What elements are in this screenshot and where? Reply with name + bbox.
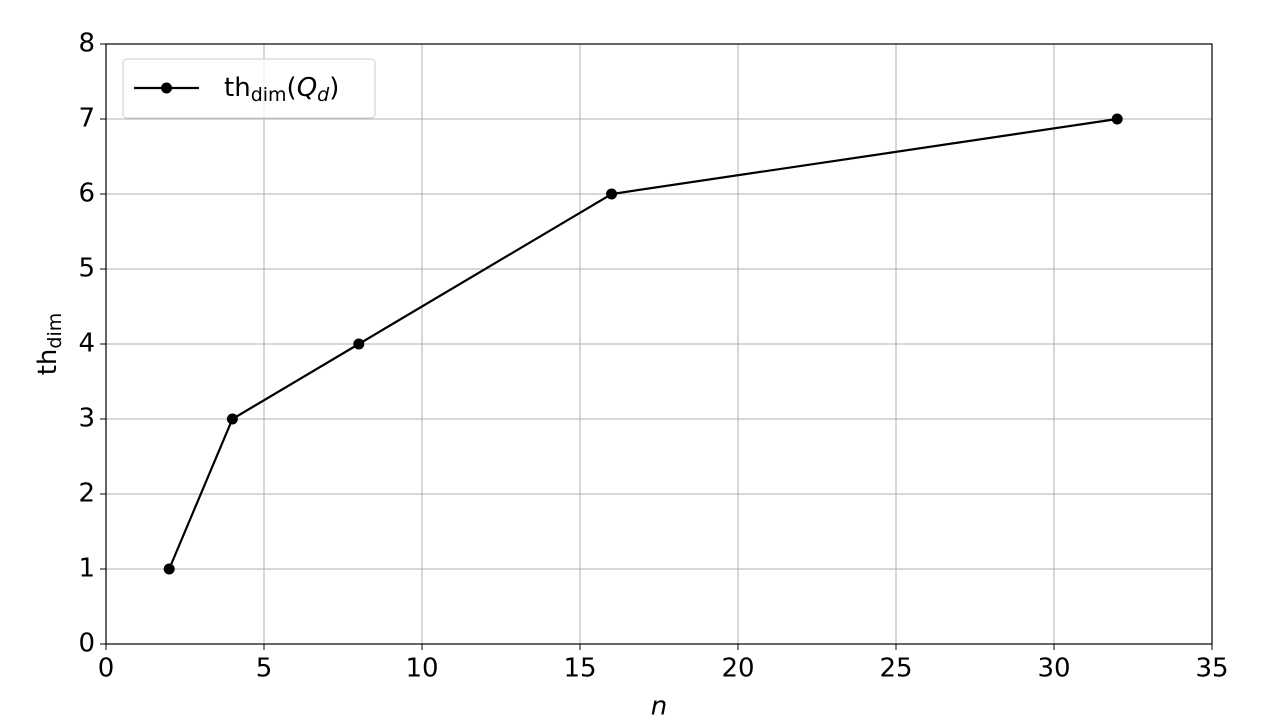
legend-label-part: (: [287, 73, 297, 103]
data-point: [226, 413, 238, 425]
y-tick-label: 5: [78, 254, 95, 284]
legend-label-part: dim: [251, 84, 287, 106]
x-tick-label: 0: [98, 654, 115, 684]
y-label-sub: dim: [44, 313, 66, 349]
x-tick-label: 30: [1037, 654, 1070, 684]
x-axis-label: n: [651, 692, 667, 722]
y-tick-label: 4: [78, 329, 95, 359]
data-point: [606, 188, 618, 200]
y-tick-label: 2: [78, 479, 95, 509]
legend-label-part: ): [329, 73, 339, 103]
y-label-main: th: [33, 349, 63, 376]
data-point: [353, 338, 365, 350]
x-tick-label: 5: [256, 654, 273, 684]
x-tick-label: 25: [879, 654, 912, 684]
legend: thdim(Qd): [122, 58, 376, 119]
y-tick-label: 6: [78, 179, 95, 209]
x-tick-label: 15: [563, 654, 596, 684]
legend-label-part: d: [317, 84, 330, 106]
legend-label-part: Q: [297, 73, 317, 103]
y-tick-label: 1: [78, 554, 95, 584]
data-point: [1111, 113, 1123, 125]
y-tick-label: 8: [78, 29, 95, 59]
legend-label: thdim(Qd): [224, 73, 339, 106]
x-tick-label: 35: [1195, 654, 1228, 684]
x-tick-label: 20: [721, 654, 754, 684]
y-tick-label: 0: [78, 629, 95, 659]
y-tick-label: 7: [78, 104, 95, 134]
data-point: [163, 563, 175, 575]
legend-frame: [122, 58, 376, 119]
legend-label-part: th: [224, 73, 251, 103]
y-tick-label: 3: [78, 404, 95, 434]
plot-frame: [105, 43, 1213, 645]
legend-marker: [161, 82, 172, 94]
x-tick-label: 10: [405, 654, 438, 684]
y-axis-label: thdim: [33, 313, 66, 376]
